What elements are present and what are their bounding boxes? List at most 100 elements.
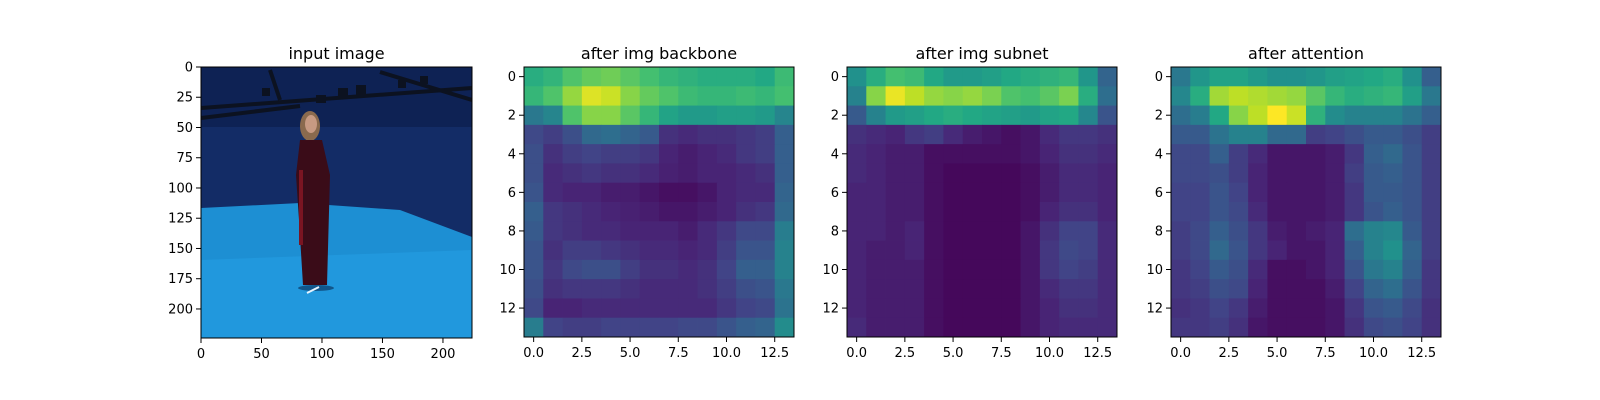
heatmap-cell [982, 124, 1002, 145]
heatmap-cell [1001, 259, 1021, 280]
heatmap-cell [1363, 259, 1384, 280]
y-tick-label: 25 [176, 91, 193, 106]
heatmap-cell [885, 105, 906, 126]
heatmap-cell [1228, 279, 1249, 299]
heatmap-cell [639, 298, 660, 319]
heatmap-cell [1344, 163, 1365, 184]
heatmap-cell [962, 202, 983, 222]
x-tick-label: 50 [253, 347, 270, 362]
studio-photo [201, 67, 472, 338]
heatmap-cell [543, 163, 563, 184]
floor-marker [306, 286, 320, 294]
heatmap-cell [581, 221, 602, 241]
y-tick-label: 2 [508, 109, 516, 124]
x-tick-label: 2.5 [572, 346, 593, 361]
heatmap-cell [755, 86, 776, 106]
heatmap-cell [924, 240, 944, 261]
heatmap-cell [1306, 182, 1326, 203]
heatmap-cell [1248, 317, 1268, 338]
heatmap-cell [1248, 221, 1268, 241]
heatmap-cell [904, 124, 925, 145]
heatmap-cell [943, 259, 964, 280]
heatmap-cell [962, 182, 983, 203]
heatmap-cell [1039, 240, 1060, 261]
heatmap-cell [620, 317, 641, 338]
heatmap-cell [524, 202, 544, 222]
heatmap-cell [962, 298, 983, 319]
heatmap-cell [1402, 259, 1423, 280]
heatmap-cell [562, 86, 583, 106]
heatmap-cell [1267, 144, 1288, 164]
heatmap-cell [847, 124, 867, 145]
heatmap-cell [1020, 317, 1041, 338]
heatmap-cell [962, 67, 983, 87]
heatmap-cell [943, 86, 964, 106]
heatmap-cell [1001, 240, 1021, 261]
heatmap-cell [601, 105, 621, 126]
heatmap-cell [1020, 182, 1041, 203]
heatmap-cell [982, 259, 1002, 280]
heatmap-cell [1286, 163, 1307, 184]
heatmap-cell [1171, 202, 1191, 222]
heatmap-cell [1171, 259, 1191, 280]
heatmap-cell [885, 221, 906, 241]
heatmap-cell [885, 259, 906, 280]
heatmap-cell [962, 163, 983, 184]
heatmap-cell [1039, 86, 1060, 106]
heatmap-cell [774, 259, 795, 280]
heatmap-cell [620, 221, 641, 241]
heatmap-cell [1097, 163, 1118, 184]
heatmap-cell [1039, 279, 1060, 299]
heatmap-cell [755, 279, 776, 299]
heatmap-cell [962, 221, 983, 241]
heatmap-cell [1286, 144, 1307, 164]
heatmap-cell [1228, 298, 1249, 319]
heatmap-cell [659, 144, 679, 164]
heatmap-cell [601, 67, 621, 87]
heatmap-cell [1001, 298, 1021, 319]
heatmap-cell [1078, 298, 1099, 319]
heatmap-cell [1228, 221, 1249, 241]
heatmap-cell [962, 105, 983, 126]
heatmap-cell [543, 144, 563, 164]
heatmap-cell [620, 279, 641, 299]
heatmap-cell [1001, 317, 1021, 338]
heatmap-cell [1402, 298, 1423, 319]
heatmap-cell [774, 67, 795, 87]
heatmap-cell [1325, 86, 1345, 106]
heatmap-cell [736, 105, 756, 126]
heatmap-cell [524, 279, 544, 299]
heatmap-cell [1344, 279, 1365, 299]
heatmap-cell [1097, 221, 1118, 241]
heatmap-cell [982, 240, 1002, 261]
heatmap-cell [1059, 298, 1079, 319]
x-tick-label: 0 [197, 347, 205, 362]
heatmap-cell [581, 105, 602, 126]
y-tick-label: 50 [176, 121, 193, 136]
heatmap-cell [716, 86, 737, 106]
heatmap-cell [543, 298, 563, 319]
heatmap-cell [543, 221, 563, 241]
heatmap-cell [866, 67, 886, 87]
heatmap-cell [1020, 298, 1041, 319]
heatmap-cell [1190, 124, 1210, 145]
heatmap-cell [1363, 67, 1384, 87]
heatmap-cell [1325, 144, 1345, 164]
heatmap-cell [1267, 298, 1288, 319]
x-tick-label: 200 [431, 347, 456, 362]
heatmap-cell [562, 240, 583, 261]
heatmap-cell [697, 202, 718, 222]
heatmap-cell [904, 67, 925, 87]
y-tick-label: 12 [1146, 302, 1163, 317]
heatmap-cell [716, 182, 737, 203]
heatmap-cell [620, 240, 641, 261]
camera-rig [201, 69, 472, 120]
heatmap-cell [885, 202, 906, 222]
heatmap-cell [1209, 279, 1230, 299]
heatmap-cell [924, 86, 944, 106]
heatmap-cell [1363, 279, 1384, 299]
heatmap-cell [601, 317, 621, 338]
heatmap-cell [581, 259, 602, 280]
heatmap-cell [1039, 124, 1060, 145]
heatmap-cell [924, 124, 944, 145]
